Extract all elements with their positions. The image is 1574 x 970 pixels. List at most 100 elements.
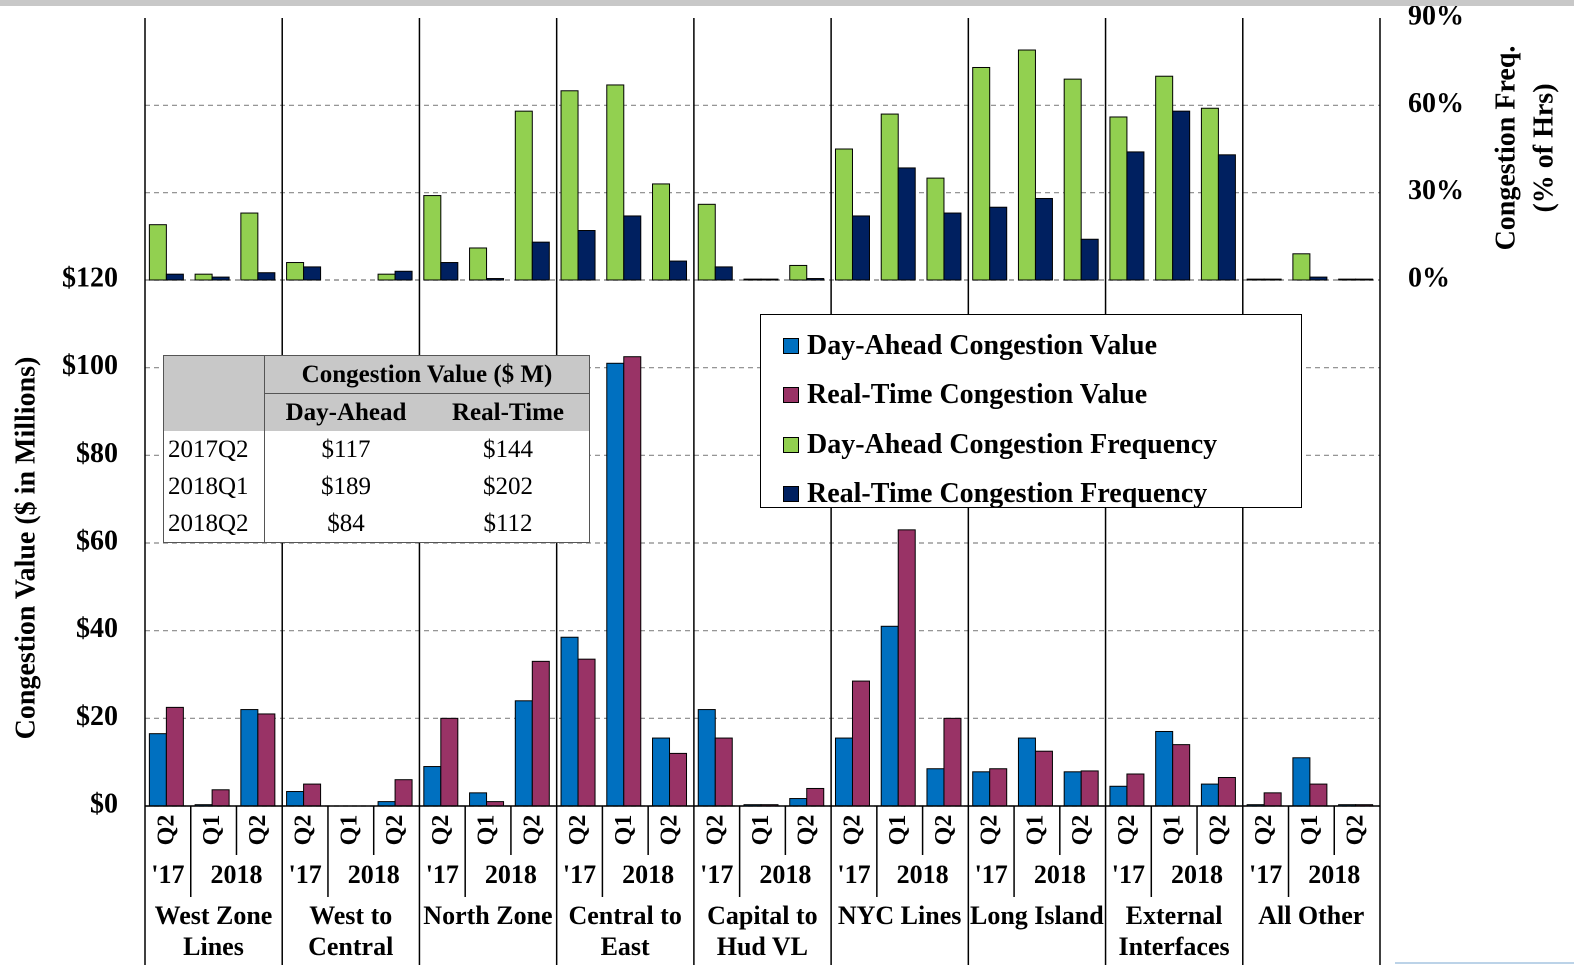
bar <box>514 700 533 807</box>
y-tick-label: $20 <box>76 701 118 732</box>
bar <box>623 215 642 281</box>
group-label: West to Central <box>308 901 394 961</box>
group-label: External Interfaces <box>1118 901 1230 961</box>
bar <box>1109 116 1128 281</box>
period-label: Q2 <box>977 815 1003 846</box>
legend-entry: Day-Ahead Congestion Frequency <box>783 420 1301 470</box>
bar <box>514 110 533 281</box>
year-label: '17 <box>426 860 459 889</box>
bar <box>577 658 596 807</box>
period-label: Q1 <box>1022 815 1048 846</box>
bar <box>1172 110 1191 281</box>
period-label: Q1 <box>199 815 225 846</box>
bar <box>697 709 716 807</box>
bar <box>760 278 779 281</box>
bar <box>440 717 459 807</box>
bar <box>423 766 442 807</box>
y-tick-label: $60 <box>76 525 118 556</box>
period-label: Q1 <box>474 815 500 846</box>
y-tick-label: $40 <box>76 613 118 644</box>
bar <box>743 278 762 281</box>
bar <box>165 273 184 281</box>
bar <box>1292 253 1311 281</box>
y2-tick-label: 60% <box>1408 88 1464 119</box>
year-label: '17 <box>288 860 321 889</box>
bar <box>1126 773 1145 807</box>
bar <box>303 266 322 281</box>
bar <box>697 203 716 281</box>
bar <box>1155 75 1174 281</box>
bar <box>880 625 899 807</box>
year-label: 2018 <box>210 860 262 889</box>
period-label: Q1 <box>1297 815 1323 846</box>
period-label: Q1 <box>336 815 362 846</box>
bar <box>1263 278 1282 281</box>
bar <box>560 636 579 807</box>
period-label: Q2 <box>153 815 179 846</box>
year-label: 2018 <box>1034 860 1086 889</box>
bar <box>897 529 916 807</box>
period-label: Q1 <box>748 815 774 846</box>
y-axis-title: Congestion Value ($ in Millions) <box>10 357 41 740</box>
period-label: Q1 <box>611 815 637 846</box>
y2-tick-label: 30% <box>1408 175 1464 206</box>
y2-axis-title: (% of Hrs) <box>1528 83 1559 212</box>
year-label: '17 <box>837 860 870 889</box>
bar <box>194 273 213 281</box>
period-label: Q2 <box>428 815 454 846</box>
bar <box>394 270 413 281</box>
bar <box>286 791 305 807</box>
table-cell: $117 <box>321 435 371 463</box>
legend-swatch <box>783 387 799 404</box>
bar <box>1355 278 1374 281</box>
period-label: Q2 <box>245 815 271 846</box>
group-label: Long Island <box>969 901 1104 930</box>
bar <box>669 260 688 281</box>
corner-line <box>1395 962 1574 964</box>
bar <box>469 792 488 807</box>
bar <box>1263 792 1282 807</box>
year-label: '17 <box>700 860 733 889</box>
bar <box>989 206 1008 281</box>
table-header: Real-Time <box>427 393 590 431</box>
bar <box>1292 757 1311 807</box>
bar <box>1017 49 1036 281</box>
period-label: Q2 <box>931 815 957 846</box>
legend-swatch <box>783 436 799 453</box>
year-label: '17 <box>1112 860 1145 889</box>
bar <box>286 262 305 281</box>
table-row: 2018Q1 $189 $202 <box>163 468 590 505</box>
period-label: Q1 <box>1160 815 1186 846</box>
group-label: North Zone <box>423 901 553 930</box>
group-label: Capital to Hud VL <box>707 901 818 961</box>
bar <box>669 752 688 807</box>
bar <box>851 215 870 281</box>
bar <box>211 789 230 807</box>
period-label: Q2 <box>1205 815 1231 846</box>
bar <box>834 737 853 807</box>
year-label: 2018 <box>759 860 811 889</box>
bar <box>1309 276 1328 281</box>
bar <box>834 148 853 281</box>
bar <box>714 266 733 281</box>
bar <box>148 224 167 281</box>
bar <box>606 84 625 281</box>
bar <box>972 66 991 281</box>
bar <box>943 212 962 281</box>
year-label: 2018 <box>485 860 537 889</box>
bar <box>1109 785 1128 807</box>
year-label: 2018 <box>897 860 949 889</box>
table-cell: $84 <box>327 509 365 537</box>
bar <box>1217 777 1236 807</box>
period-label: Q2 <box>1068 815 1094 846</box>
bar <box>240 709 259 807</box>
bar <box>531 241 550 281</box>
group-label: NYC Lines <box>837 901 962 930</box>
bar <box>1034 197 1053 281</box>
y-tick-label: $120 <box>62 262 118 293</box>
table-cell: $189 <box>321 472 371 500</box>
bar <box>972 771 991 807</box>
period-label: Q2 <box>839 815 865 846</box>
